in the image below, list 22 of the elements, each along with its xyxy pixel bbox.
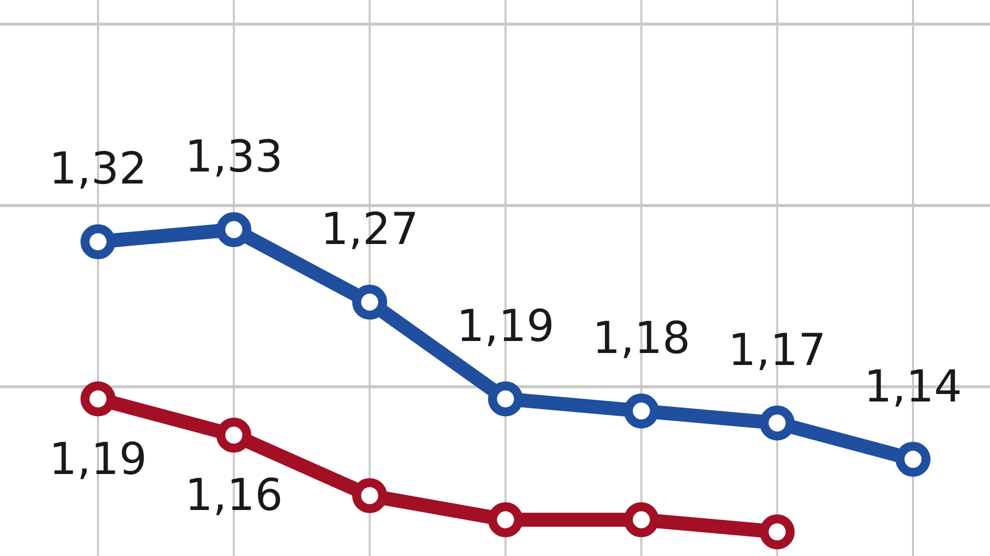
point <box>80 224 116 260</box>
point <box>760 406 795 441</box>
data-label: 1,17 <box>728 325 826 376</box>
data-label: 1,32 <box>49 144 147 195</box>
point <box>216 212 252 248</box>
data-label: 1,19 <box>456 300 554 352</box>
point <box>80 381 116 416</box>
point <box>488 381 523 416</box>
data-label: 1,33 <box>184 132 283 183</box>
data-label: 1,16 <box>184 470 283 522</box>
point <box>352 478 388 514</box>
point <box>896 442 930 477</box>
data-label: 1,14 <box>864 361 962 412</box>
data-label: 1,18 <box>592 312 690 364</box>
point <box>760 514 795 550</box>
point <box>488 502 523 538</box>
point <box>624 393 659 428</box>
point <box>624 502 659 538</box>
data-label: 1,27 <box>320 204 419 256</box>
point <box>352 284 388 320</box>
point <box>216 418 252 453</box>
data-label: 1,19 <box>49 434 147 485</box>
